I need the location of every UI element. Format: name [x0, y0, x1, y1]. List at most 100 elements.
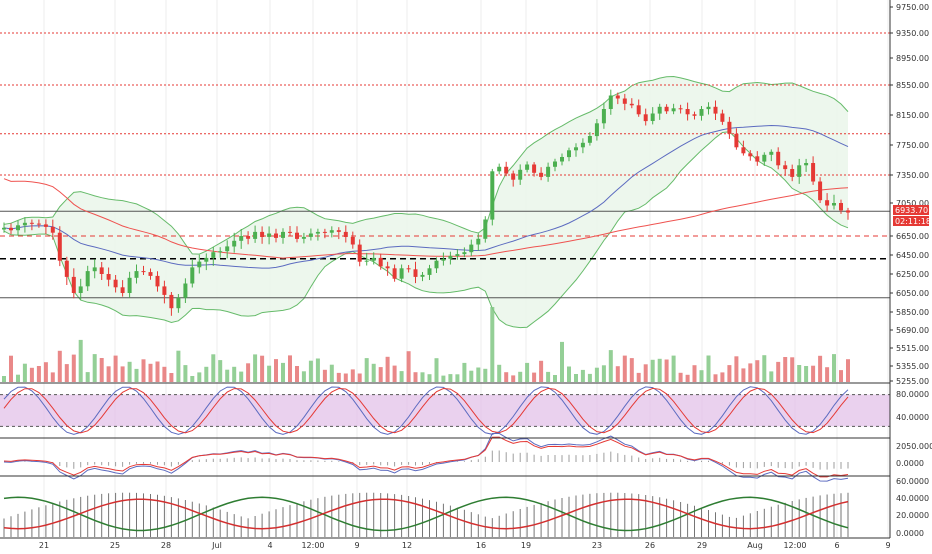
- candle-body: [455, 254, 460, 256]
- volume-bar: [678, 372, 683, 382]
- candle-body: [532, 164, 537, 173]
- volume-bar: [2, 376, 6, 382]
- volume-bar: [9, 355, 13, 382]
- date-tick-label: 6: [834, 541, 839, 550]
- candle-body: [580, 142, 585, 148]
- volume-bar: [846, 359, 850, 382]
- volume-bar: [127, 361, 132, 382]
- candle-body: [274, 233, 278, 238]
- price-tick-label: 9750.00: [896, 3, 929, 12]
- volume-bar: [497, 364, 502, 382]
- volume-bar: [162, 366, 167, 382]
- volume-bar: [636, 372, 641, 382]
- candle-body: [78, 286, 83, 293]
- volume-bar: [183, 365, 188, 382]
- volume-bar: [413, 372, 418, 382]
- volume-bar: [204, 366, 209, 382]
- price-tick-label: 6650.00: [896, 232, 929, 241]
- price-tick-label: 9350.00: [896, 29, 929, 38]
- candle-body: [378, 257, 383, 267]
- volume-bar: [141, 359, 146, 382]
- volume-bar: [357, 373, 362, 382]
- volume-bar: [218, 360, 223, 382]
- volume-bar: [246, 363, 251, 382]
- candle-body: [322, 231, 327, 233]
- candle-body: [190, 267, 195, 284]
- volume-bar: [16, 374, 20, 382]
- date-tick-label: 25: [110, 541, 120, 550]
- stoch-tick-label: 80.0000: [896, 390, 929, 399]
- volume-bar: [462, 362, 467, 382]
- adx-tick-label: 0.0000: [896, 529, 924, 538]
- candle-body: [148, 272, 153, 276]
- volume-bar: [169, 373, 174, 382]
- volume-bar: [420, 372, 425, 382]
- candle-body: [546, 166, 551, 177]
- candle-body: [260, 231, 265, 237]
- candle-body: [113, 279, 118, 288]
- volume-bar: [225, 369, 230, 382]
- candle-body: [183, 283, 188, 298]
- candle-body: [797, 165, 802, 177]
- price-tick-label: 8550.00: [896, 81, 929, 90]
- candle-body: [671, 108, 676, 112]
- volume-bar: [511, 375, 516, 382]
- candle-body: [657, 106, 662, 114]
- candle-body: [818, 181, 823, 201]
- volume-bar: [483, 368, 488, 382]
- di-plus-line: [3, 496, 849, 532]
- price-badge-price: 6933.70: [895, 206, 928, 215]
- candle-body: [720, 113, 725, 122]
- volume-bar: [699, 370, 704, 382]
- volume-bars: [2, 307, 850, 382]
- candle-body: [169, 294, 174, 309]
- volume-bar: [260, 355, 265, 382]
- candle-body: [629, 103, 634, 106]
- volume-bar: [64, 364, 69, 382]
- volume-bar: [448, 374, 453, 382]
- candle-body: [392, 268, 397, 279]
- candle-body: [811, 163, 816, 182]
- volume-bar: [476, 367, 481, 382]
- volume-bar: [71, 354, 76, 382]
- date-tick-label: 26: [645, 541, 655, 550]
- candle-body: [22, 222, 27, 226]
- candle-body: [574, 147, 578, 151]
- volume-bar: [748, 363, 753, 382]
- volume-bar: [295, 366, 299, 382]
- candle-body: [343, 231, 348, 237]
- volume-bar: [364, 358, 369, 382]
- candle-body: [713, 106, 718, 114]
- candle-body: [371, 257, 376, 261]
- volume-bar: [671, 355, 676, 382]
- volume-bar: [336, 372, 341, 382]
- stoch-tick-label: 40.0000: [896, 413, 929, 422]
- candle-body: [434, 260, 439, 269]
- adx-tick-label: 40.0000: [896, 494, 929, 503]
- volume-bar: [560, 341, 564, 382]
- candle-body: [483, 219, 488, 239]
- date-tick-label: Aug: [747, 541, 763, 550]
- volume-bar: [580, 369, 585, 382]
- candle-body: [476, 238, 481, 245]
- candle-body: [462, 252, 467, 255]
- macd-tick-label: 2050.0000: [896, 442, 932, 451]
- volume-bar: [134, 368, 139, 382]
- candle-body: [511, 173, 516, 180]
- volume-bar: [622, 355, 627, 382]
- volume-bar: [567, 366, 571, 382]
- volume-bar: [490, 307, 495, 382]
- price-tick-label: 7750.00: [896, 141, 929, 150]
- price-tick-label: 7050.00: [896, 199, 929, 208]
- volume-bar: [392, 365, 397, 382]
- candle-body: [469, 244, 474, 253]
- candles: [2, 89, 850, 316]
- candle-body: [29, 222, 34, 224]
- volume-bar: [776, 361, 781, 382]
- candle-body: [755, 156, 760, 162]
- volume-bar: [78, 339, 83, 382]
- volume-bar: [692, 365, 697, 382]
